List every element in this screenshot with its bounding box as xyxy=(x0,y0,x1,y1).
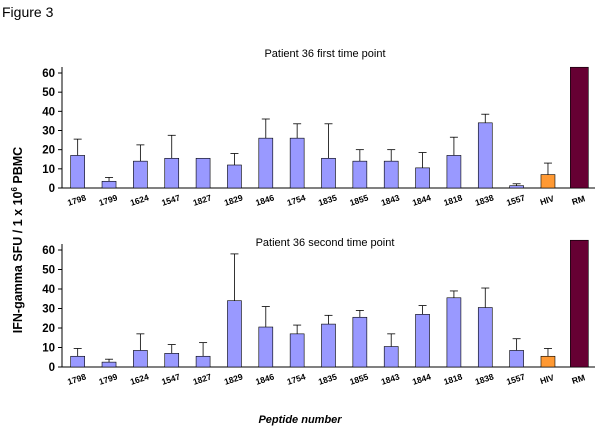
x-tick-label: 1827 xyxy=(192,192,213,207)
y-tick-label: 30 xyxy=(42,126,55,138)
bar-hiv xyxy=(540,174,556,189)
y-tick-label: 40 xyxy=(42,106,55,118)
x-tick-label: 1624 xyxy=(129,371,150,386)
x-tick-label: 1846 xyxy=(254,371,275,386)
y-axis-label-superscript: 6 xyxy=(10,187,19,192)
bar-1827 xyxy=(195,157,211,189)
bar-1557 xyxy=(509,350,524,368)
x-tick-label: 1835 xyxy=(317,371,338,386)
bar-1799 xyxy=(101,180,117,189)
bar-1829 xyxy=(227,300,242,368)
bar-1798 xyxy=(70,155,85,189)
bar-1835 xyxy=(321,157,336,189)
x-tick-label: 1843 xyxy=(380,192,401,207)
bar-1838 xyxy=(477,122,493,189)
x-tick-label: 1855 xyxy=(348,371,369,386)
x-tick-label: 1754 xyxy=(286,371,307,386)
x-tick-label: RM xyxy=(571,193,587,207)
y-tick-label: 50 xyxy=(42,87,55,99)
y-tick-label: 0 xyxy=(49,362,55,374)
y-tick-label: 50 xyxy=(42,265,55,277)
bar-1855 xyxy=(352,316,368,368)
x-tick-label: 1799 xyxy=(98,371,119,386)
x-tick-label: 1846 xyxy=(254,192,275,207)
x-tick-label: HIV xyxy=(539,193,556,207)
bar-rm xyxy=(570,239,589,368)
y-tick-label: 20 xyxy=(42,323,55,335)
bar-1754 xyxy=(289,333,305,368)
y-tick-label: 10 xyxy=(42,343,55,355)
x-tick-label: 1799 xyxy=(98,192,119,207)
y-axis-label-tail: PBMC xyxy=(11,147,25,187)
bar-1846 xyxy=(258,137,274,189)
bar-1547 xyxy=(164,157,180,189)
bar-rm xyxy=(570,66,589,189)
svg-text:IFN-gamma SFU / 1 x 106 PBMC: IFN-gamma SFU / 1 x 106 PBMC xyxy=(10,147,25,333)
chart-panel-first-time-point: Patient 36 first time point 0 10 20 30 40 50 60… xyxy=(42,48,595,208)
y-tick-label: 0 xyxy=(49,183,55,195)
bar-1754 xyxy=(289,137,305,189)
y-axis-label-text: IFN-gamma SFU / 1 x 10 xyxy=(11,191,25,333)
x-tick-label: 1844 xyxy=(411,192,432,207)
bar-1835 xyxy=(321,323,336,368)
bar-1843 xyxy=(383,160,399,189)
x-tick-label: 1557 xyxy=(505,192,526,207)
bar-1818 xyxy=(446,297,462,368)
bar-1843 xyxy=(383,346,399,368)
x-tick-label: 1844 xyxy=(411,371,432,386)
y-tick-label: 10 xyxy=(42,164,55,176)
bar-hiv xyxy=(540,355,556,368)
bar-1844 xyxy=(415,314,430,368)
y-tick-label: 20 xyxy=(42,145,55,157)
x-tick-label: 1818 xyxy=(442,371,463,386)
bar-1624 xyxy=(133,350,148,368)
y-tick-label: 60 xyxy=(42,68,55,80)
figure-label: Figure 3 xyxy=(2,4,54,20)
x-tick-label: 1798 xyxy=(66,371,87,386)
x-tick-label: 1843 xyxy=(380,371,401,386)
y-tick-label: 40 xyxy=(42,284,55,296)
bar-1827 xyxy=(195,355,211,368)
x-tick-label: 1624 xyxy=(129,192,150,207)
y-axis-label: IFN-gamma SFU / 1 x 106 PBMC xyxy=(10,147,25,333)
x-tick-label: 1754 xyxy=(286,192,307,207)
x-tick-label: 1827 xyxy=(192,371,213,386)
bar-1855 xyxy=(352,160,368,189)
x-axis-label: Peptide number xyxy=(258,414,342,426)
bar-1846 xyxy=(258,326,274,368)
x-tick-label: 1838 xyxy=(474,192,495,207)
x-tick-label: RM xyxy=(571,372,587,386)
chart-panel-second-time-point: Patient 36 second time point 0 10 20 30 40 50 6… xyxy=(42,237,595,387)
x-tick-label: 1838 xyxy=(474,371,495,386)
bar-1829 xyxy=(227,164,242,189)
x-tick-label: 1829 xyxy=(223,192,244,207)
x-tick-label: 1835 xyxy=(317,192,338,207)
bar-1557 xyxy=(509,185,524,189)
y-tick-label: 60 xyxy=(42,245,55,257)
x-tick-label: 1829 xyxy=(223,371,244,386)
chart-title: Patient 36 second time point xyxy=(256,237,395,249)
x-tick-label: 1855 xyxy=(348,192,369,207)
bar-1844 xyxy=(415,167,430,189)
x-tick-label: 1547 xyxy=(160,371,181,386)
x-tick-label: 1798 xyxy=(66,192,87,207)
x-tick-label: HIV xyxy=(539,372,556,386)
x-tick-label: 1818 xyxy=(442,192,463,207)
bar-1624 xyxy=(133,160,148,189)
bar-1798 xyxy=(70,355,85,368)
bar-1799 xyxy=(101,361,117,368)
chart-title: Patient 36 first time point xyxy=(264,48,385,60)
bar-1547 xyxy=(164,353,180,368)
bar-1818 xyxy=(446,155,462,189)
bar-1838 xyxy=(477,307,493,368)
x-tick-label: 1547 xyxy=(160,192,181,207)
x-tick-label: 1557 xyxy=(505,371,526,386)
y-tick-label: 30 xyxy=(42,304,55,316)
